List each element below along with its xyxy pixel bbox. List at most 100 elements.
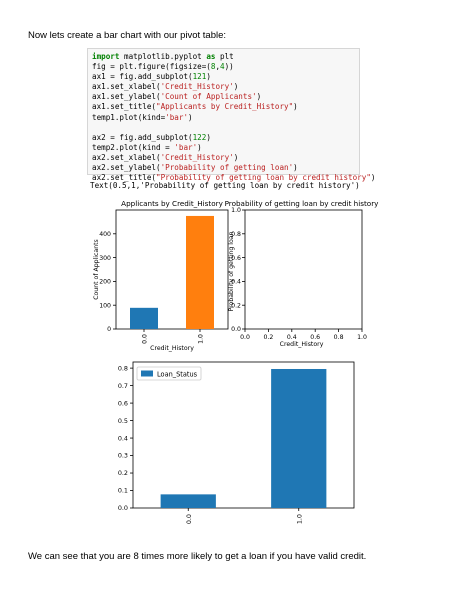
intro-paragraph: Now lets create a bar chart with our piv… bbox=[28, 30, 227, 41]
y-tick-label: 0.4 bbox=[231, 279, 241, 286]
y-tick-label: 0 bbox=[107, 326, 111, 333]
x-tick-label: 0.0 bbox=[142, 334, 149, 344]
code-token: 'Credit_History' bbox=[160, 82, 234, 92]
code-token: plt bbox=[215, 52, 234, 61]
y-tick-label: 0.4 bbox=[118, 434, 128, 442]
code-token: ) bbox=[188, 112, 193, 122]
code-line: temp2.plot(kind = 'bar') bbox=[92, 143, 355, 153]
code-line: fig = plt.figure(figsize=(8,4)) bbox=[92, 62, 355, 72]
x-tick-label: 0.4 bbox=[287, 334, 297, 341]
code-token: ax2 = fig.add_subplot( bbox=[92, 132, 193, 142]
code-token: ax1 = fig.add_subplot( bbox=[92, 72, 193, 82]
code-token: , bbox=[215, 62, 221, 72]
code-token: 'Count of Applicants' bbox=[160, 92, 257, 102]
chart-title: Probability of getting loan by credit hi… bbox=[225, 199, 380, 208]
code-token: import bbox=[92, 52, 120, 61]
x-axis-label: Credit_History bbox=[150, 345, 194, 352]
code-token: ) bbox=[233, 82, 239, 92]
y-axis-label: Probability of getting loan bbox=[228, 231, 235, 311]
bar bbox=[130, 307, 158, 329]
code-line: temp1.plot(kind='bar') bbox=[92, 113, 355, 123]
code-token: "Applicants by Credit_History" bbox=[156, 102, 294, 112]
code-line: ax2.set_ylabel('Probability of getting l… bbox=[92, 163, 355, 173]
y-tick-label: 0.2 bbox=[118, 469, 128, 477]
code-token: ) bbox=[293, 163, 298, 173]
legend-swatch bbox=[141, 370, 153, 377]
code-token: 8 bbox=[210, 62, 216, 72]
code-line: import matplotlib.pyplot as plt bbox=[92, 52, 355, 62]
x-tick-label: 0.8 bbox=[334, 334, 344, 341]
y-tick-label: 0.1 bbox=[118, 487, 128, 495]
code-token: ax2.set_title( bbox=[92, 173, 157, 183]
x-axis-label: Credit_History bbox=[280, 341, 324, 348]
y-tick-label: 100 bbox=[99, 302, 111, 309]
y-tick-label: 0.2 bbox=[231, 302, 241, 309]
y-tick-label: 0.8 bbox=[118, 364, 128, 372]
code-token: ax2.set_xlabel( bbox=[92, 152, 161, 162]
y-tick-label: 0.0 bbox=[231, 326, 241, 333]
x-tick-label: 0.2 bbox=[263, 334, 273, 341]
code-token: ) bbox=[256, 92, 262, 102]
code-token: 'bar' bbox=[174, 142, 198, 152]
y-tick-label: 0.6 bbox=[231, 255, 241, 262]
x-tick-label: 0.0 bbox=[185, 514, 193, 524]
y-tick-label: 1.0 bbox=[231, 207, 241, 214]
code-token: ) bbox=[293, 102, 298, 112]
bar bbox=[271, 368, 327, 508]
code-token: ax1.set_ylabel( bbox=[92, 92, 161, 102]
code-token: ) bbox=[197, 142, 202, 152]
code-token: 'bar' bbox=[165, 112, 189, 122]
bar bbox=[186, 215, 214, 329]
legend-label: Loan_Status bbox=[157, 371, 198, 379]
code-token: ax1.set_xlabel( bbox=[92, 82, 161, 92]
code-token: ) bbox=[206, 132, 211, 142]
code-line: ax2 = fig.add_subplot(122) bbox=[92, 133, 355, 143]
code-line: ax2.set_title("Probability of getting lo… bbox=[92, 173, 375, 183]
bar bbox=[160, 494, 216, 508]
code-token: 122 bbox=[192, 132, 207, 142]
code-token: 'Probability of getting loan' bbox=[160, 163, 294, 173]
code-token: 'Credit_History' bbox=[160, 152, 234, 162]
x-tick-label: 1.0 bbox=[198, 334, 205, 344]
code-token: temp2.plot(kind = bbox=[92, 142, 175, 152]
code-token: as bbox=[206, 52, 216, 61]
x-tick-label: 1.0 bbox=[295, 514, 303, 524]
x-tick-label: 1.0 bbox=[357, 334, 367, 341]
y-tick-label: 0.5 bbox=[118, 417, 128, 425]
plot-area bbox=[244, 209, 363, 330]
code-token: )) bbox=[224, 62, 234, 72]
y-tick-label: 300 bbox=[99, 255, 111, 262]
code-line: ax1.set_xlabel('Credit_History') bbox=[92, 82, 355, 92]
y-tick-label: 400 bbox=[99, 231, 111, 238]
code-token: ax2.set_ylabel( bbox=[92, 163, 161, 173]
x-tick-label: 0.6 bbox=[310, 334, 320, 341]
code-token: 121 bbox=[192, 72, 207, 82]
code-token: ) bbox=[233, 152, 239, 162]
legend-box bbox=[136, 366, 202, 381]
y-tick-label: 200 bbox=[99, 279, 111, 286]
y-tick-label: 0.0 bbox=[118, 504, 128, 512]
code-token: temp1.plot(kind= bbox=[92, 112, 166, 122]
y-tick-label: 0.3 bbox=[118, 452, 128, 460]
chart-title: Applicants by Credit_History bbox=[121, 199, 223, 208]
code-token: matplotlib.pyplot bbox=[119, 52, 207, 61]
cell-output: Text(0.5,1,'Probability of getting loan … bbox=[90, 181, 360, 190]
x-tick-label: 0.0 bbox=[240, 334, 250, 341]
code-token: ) bbox=[206, 72, 211, 82]
conclusion-paragraph: We can see that you are 8 times more lik… bbox=[28, 551, 367, 562]
code-line: ax1 = fig.add_subplot(121) bbox=[92, 72, 355, 82]
code-token: fig = plt.figure(figsize=( bbox=[92, 62, 211, 72]
code-line: ax1.set_ylabel('Count of Applicants') bbox=[92, 92, 355, 102]
code-line: ax2.set_xlabel('Credit_History') bbox=[92, 153, 355, 163]
y-tick-label: 0.8 bbox=[231, 231, 241, 238]
code-token: ax1.set_title( bbox=[92, 102, 157, 112]
code-token: ) bbox=[370, 173, 376, 183]
y-tick-label: 0.7 bbox=[118, 382, 128, 390]
code-token: "Probability of getting loan by credit h… bbox=[156, 173, 371, 183]
y-tick-label: 0.6 bbox=[118, 399, 128, 407]
code-cell[interactable]: import matplotlib.pyplot as plt fig = plt… bbox=[87, 48, 375, 182]
code-token: 4 bbox=[220, 62, 225, 72]
